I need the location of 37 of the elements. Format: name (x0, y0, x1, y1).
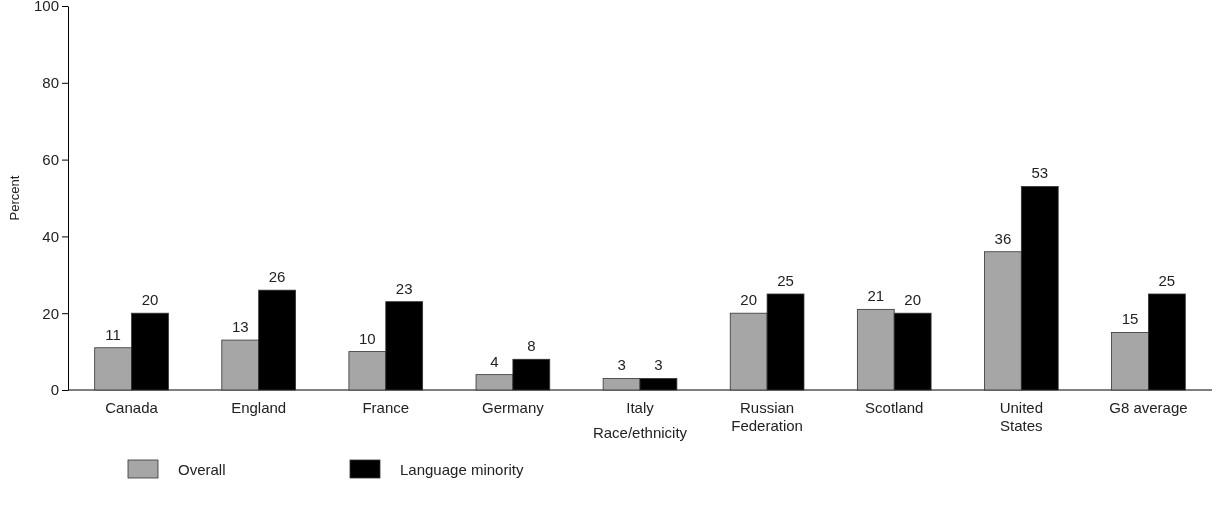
data-label: 20 (904, 291, 921, 309)
y-tick-label: 20 (42, 304, 59, 322)
x-axis-title: Race/ethnicity (592, 424, 688, 441)
x-tick-label: Russian Federation (731, 398, 803, 434)
data-label: 11 (105, 325, 121, 343)
x-tick-label: Scotland (865, 398, 924, 416)
x-tick-label: Germany (482, 398, 545, 416)
data-label: 15 (1121, 310, 1139, 328)
data-label: 13 (231, 318, 249, 336)
data-label: 36 (994, 229, 1012, 247)
data-label: 25 (777, 272, 794, 289)
data-label: 3 (617, 356, 626, 374)
data-label: 8 (527, 337, 536, 355)
data-label: 10 (359, 329, 376, 347)
x-tick-label: France (362, 398, 410, 416)
y-tick-label: 80 (42, 74, 59, 92)
x-tick-label: G8 average (1109, 398, 1188, 416)
data-label: 20 (740, 291, 758, 309)
x-tick-label: England (231, 398, 287, 416)
data-label: 4 (490, 352, 499, 370)
data-label: 20 (141, 291, 159, 309)
y-tick-label: 0 (50, 381, 59, 399)
data-label: 21 (867, 287, 885, 305)
data-label: 26 (268, 268, 286, 286)
y-tick-label: 100 (33, 0, 59, 15)
x-tick-label: United States (999, 398, 1044, 434)
legend-label: Overall (178, 461, 226, 478)
legend-label: Language minority (400, 461, 524, 478)
data-label: 53 (1031, 164, 1049, 182)
y-axis-title: Percent (7, 175, 22, 221)
data-label: 23 (395, 279, 413, 297)
x-tick-label: Italy (626, 398, 655, 416)
x-tick-label: Canada (105, 398, 159, 416)
y-tick-label: 60 (42, 150, 59, 168)
data-label: 25 (1158, 272, 1176, 289)
data-label: 3 (654, 356, 663, 374)
y-tick-label: 40 (42, 227, 59, 245)
